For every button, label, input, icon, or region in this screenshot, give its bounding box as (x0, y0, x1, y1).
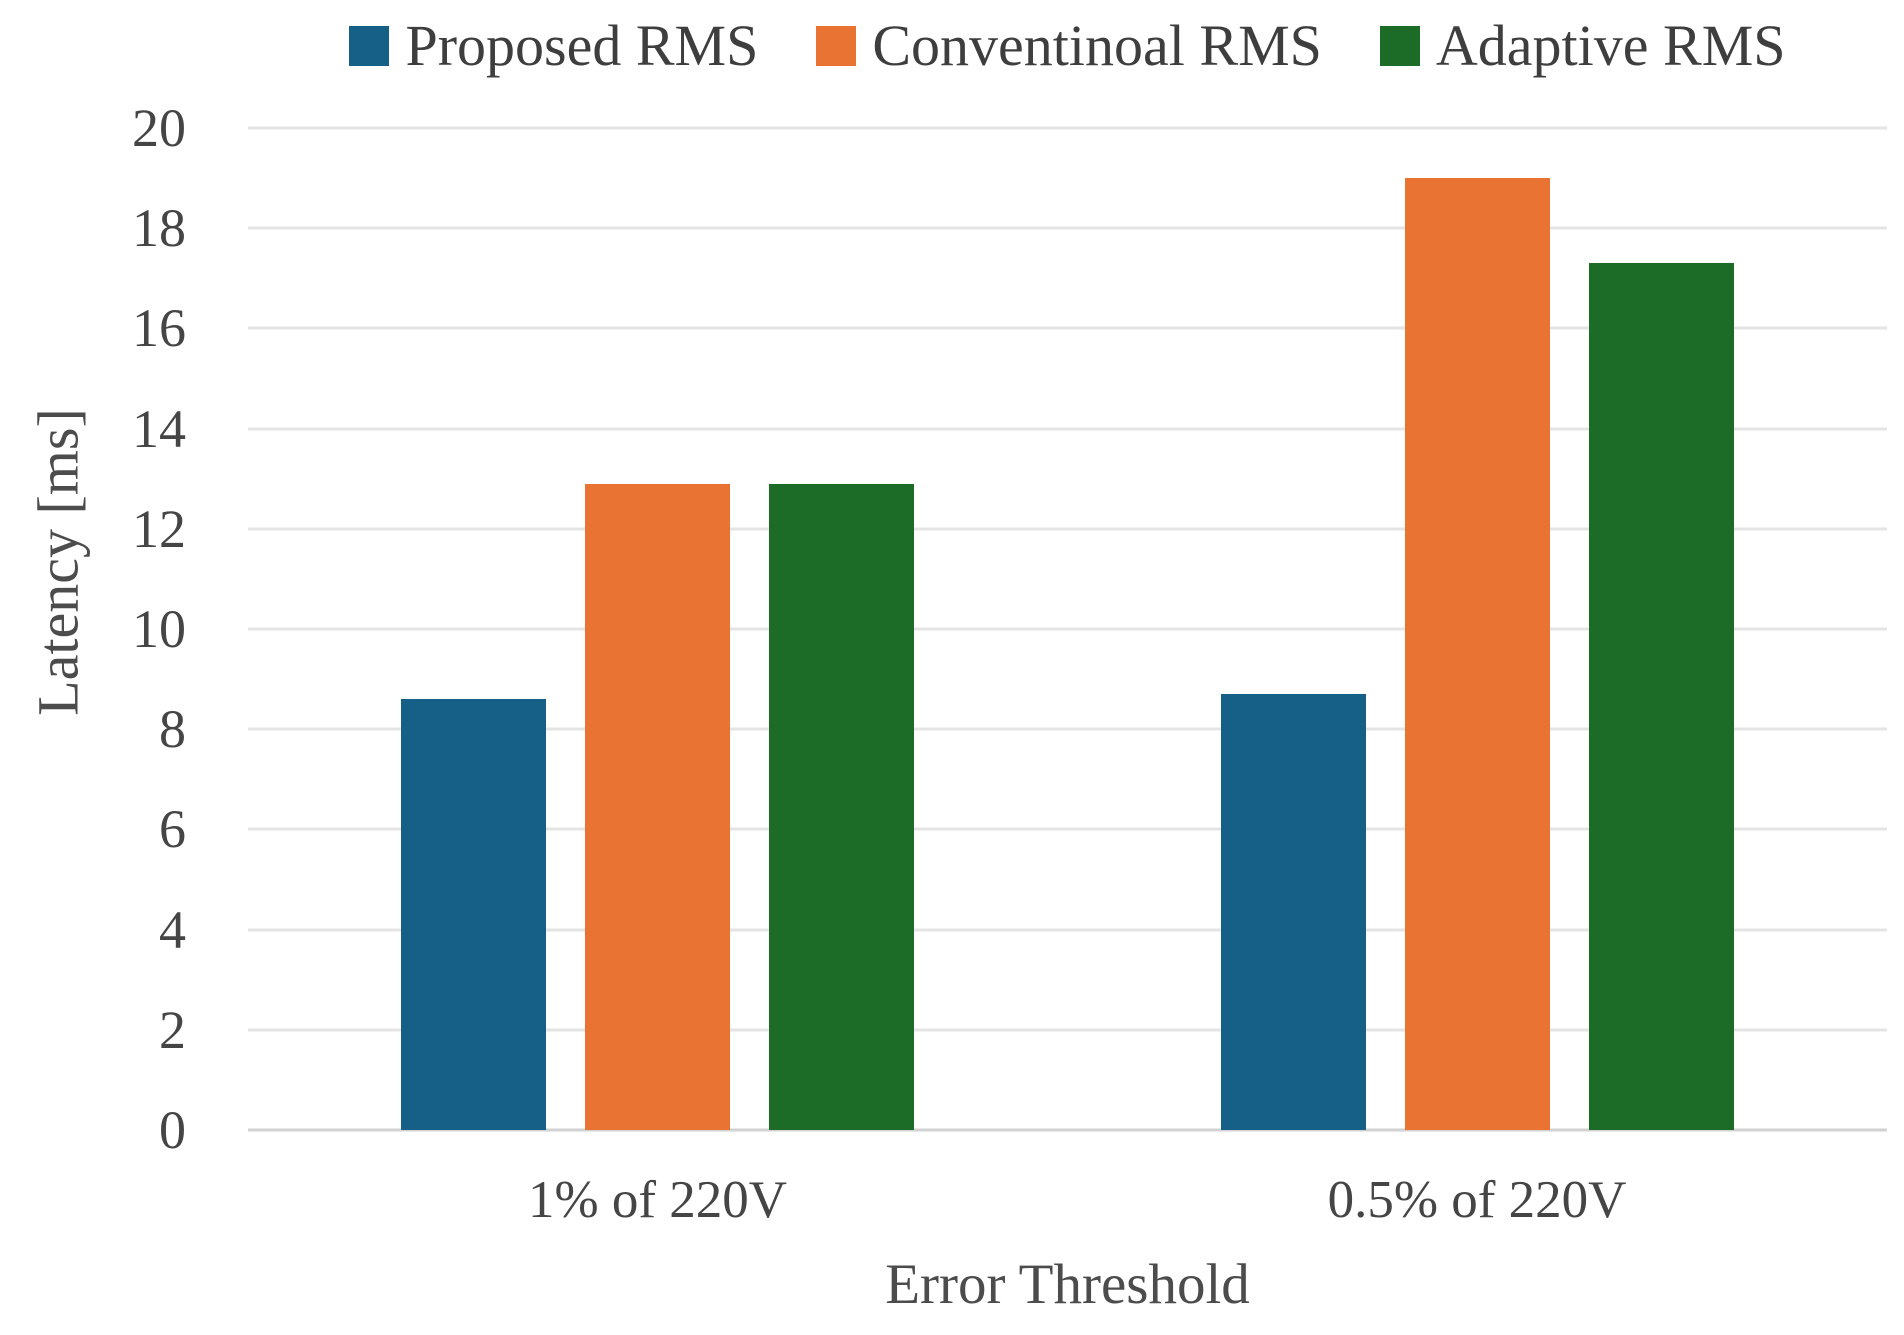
x-category-label: 0.5% of 220V (1327, 1171, 1627, 1229)
bar-series1-cat1 (1404, 178, 1550, 1130)
gridline (248, 827, 1887, 831)
y-tick-label: 14 (132, 398, 186, 459)
y-tick-label: 12 (132, 498, 186, 559)
y-axis-title: Latency [ms] (25, 408, 91, 716)
y-tick-label: 16 (132, 298, 186, 359)
y-tick-label: 6 (159, 799, 186, 860)
y-tick-label: 10 (132, 599, 186, 659)
legend-swatch-icon (1379, 25, 1420, 66)
y-tick-label: 20 (132, 98, 186, 158)
legend-item: Proposed RMS (349, 12, 759, 78)
gridline (248, 627, 1887, 631)
legend-item: Adaptive RMS (1379, 12, 1786, 78)
bar-series0-cat0 (401, 699, 547, 1130)
legend-label: Proposed RMS (405, 12, 759, 78)
x-axis-line (248, 1128, 1887, 1132)
bar-series2-cat1 (1588, 263, 1734, 1130)
bar-series1-cat0 (585, 483, 731, 1130)
y-tick-label: 4 (159, 899, 186, 960)
legend-label: Adaptive RMS (1435, 12, 1786, 78)
y-axis-tick-labels: 0 2 4 6 8 10 12 14 16 18 20 (0, 101, 190, 1157)
gridline (248, 427, 1887, 431)
category-group (248, 128, 1068, 1130)
bar-series0-cat1 (1220, 694, 1366, 1130)
legend-swatch-icon (816, 25, 857, 66)
category-group (1068, 128, 1888, 1130)
y-tick-label: 18 (132, 198, 186, 259)
x-category-label: 1% of 220V (527, 1171, 788, 1229)
y-tick-label: 8 (159, 699, 186, 760)
legend-label: Conventinoal RMS (872, 12, 1322, 78)
gridline (248, 527, 1887, 531)
gridline (248, 326, 1887, 330)
gridline (248, 126, 1887, 130)
legend-swatch-icon (349, 25, 390, 66)
gridline (248, 928, 1887, 932)
y-tick-label: 0 (159, 1100, 186, 1160)
chart-legend: Proposed RMS Conventinoal RMS Adaptive RMS (248, 10, 1887, 82)
plot-area (248, 126, 1888, 1132)
y-tick-label: 2 (159, 999, 186, 1060)
gridline (248, 226, 1887, 230)
legend-item: Conventinoal RMS (816, 12, 1322, 78)
gridline (248, 1028, 1887, 1032)
bar-series2-cat0 (769, 483, 915, 1130)
gridline (248, 727, 1887, 731)
x-axis-title: Error Threshold (885, 1253, 1250, 1316)
